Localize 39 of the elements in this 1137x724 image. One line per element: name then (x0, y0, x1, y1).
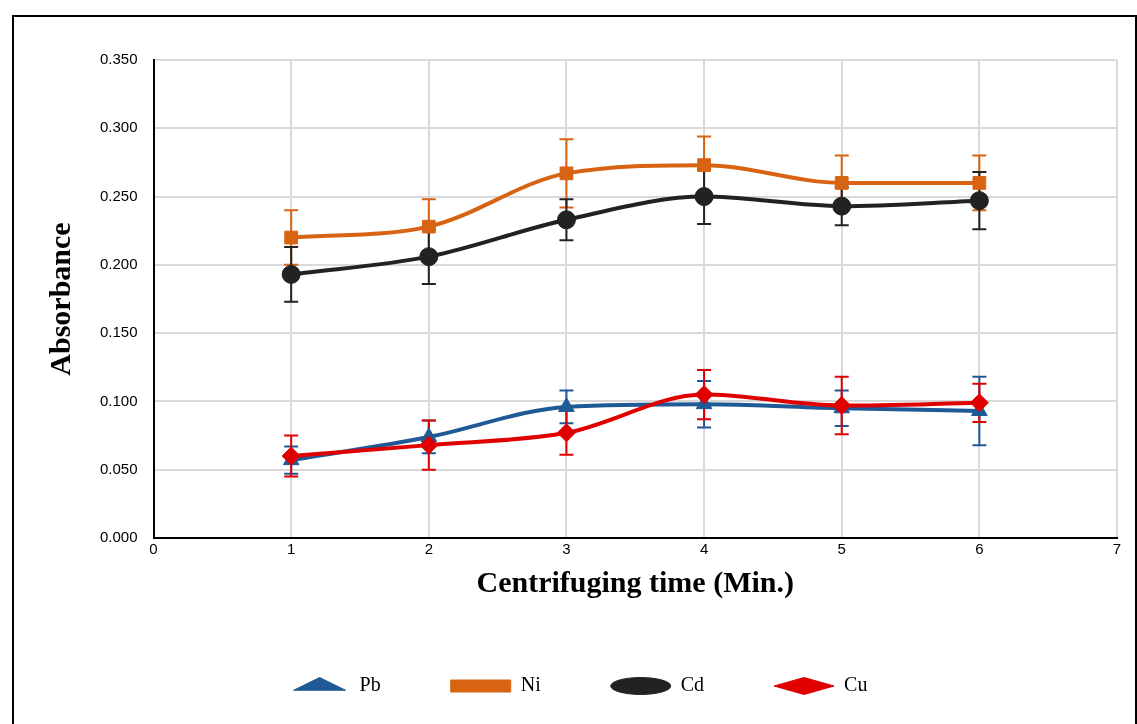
x-tick-label: 6 (975, 540, 984, 558)
legend-label: Pb (359, 673, 381, 696)
x-axis-title: Centrifuging time (Min.) (476, 564, 794, 599)
point (556, 423, 576, 443)
legend-label: Ni (520, 673, 542, 696)
point (419, 247, 439, 267)
x-tick-label: 1 (287, 540, 296, 558)
y-axis-title: Absorbance (42, 222, 76, 376)
point (281, 264, 301, 284)
point (832, 196, 852, 216)
point (421, 219, 436, 234)
point (559, 166, 574, 181)
y-tick-label: 0.300 (99, 118, 138, 136)
x-tick-label: 5 (837, 540, 846, 558)
point (558, 397, 575, 412)
y-tick-label: 0.100 (99, 391, 138, 409)
x-tick-label: 2 (424, 540, 433, 558)
y-tick-label: 0.250 (99, 186, 138, 204)
x-tick-label: 3 (562, 540, 571, 558)
point (694, 385, 714, 405)
point (694, 187, 714, 207)
legend-label: Cu (844, 673, 868, 696)
y-tick-label: 0.200 (99, 255, 138, 272)
x-tick-label: 7 (1112, 540, 1122, 558)
point (419, 435, 439, 455)
y-tick-label: 0.000 (99, 528, 138, 546)
point (284, 230, 299, 245)
x-tick-label: 4 (699, 540, 709, 558)
y-tick-label: 0.150 (99, 323, 138, 341)
point (556, 210, 576, 230)
legend-label: Cd (680, 673, 705, 696)
x-tick-label: 0 (149, 540, 158, 558)
point (972, 176, 987, 190)
point (697, 158, 711, 173)
point (834, 176, 849, 190)
y-tick-label: 0.350 (99, 50, 138, 68)
point (969, 393, 989, 413)
y-tick-label: 0.050 (99, 459, 138, 477)
point (969, 191, 989, 211)
